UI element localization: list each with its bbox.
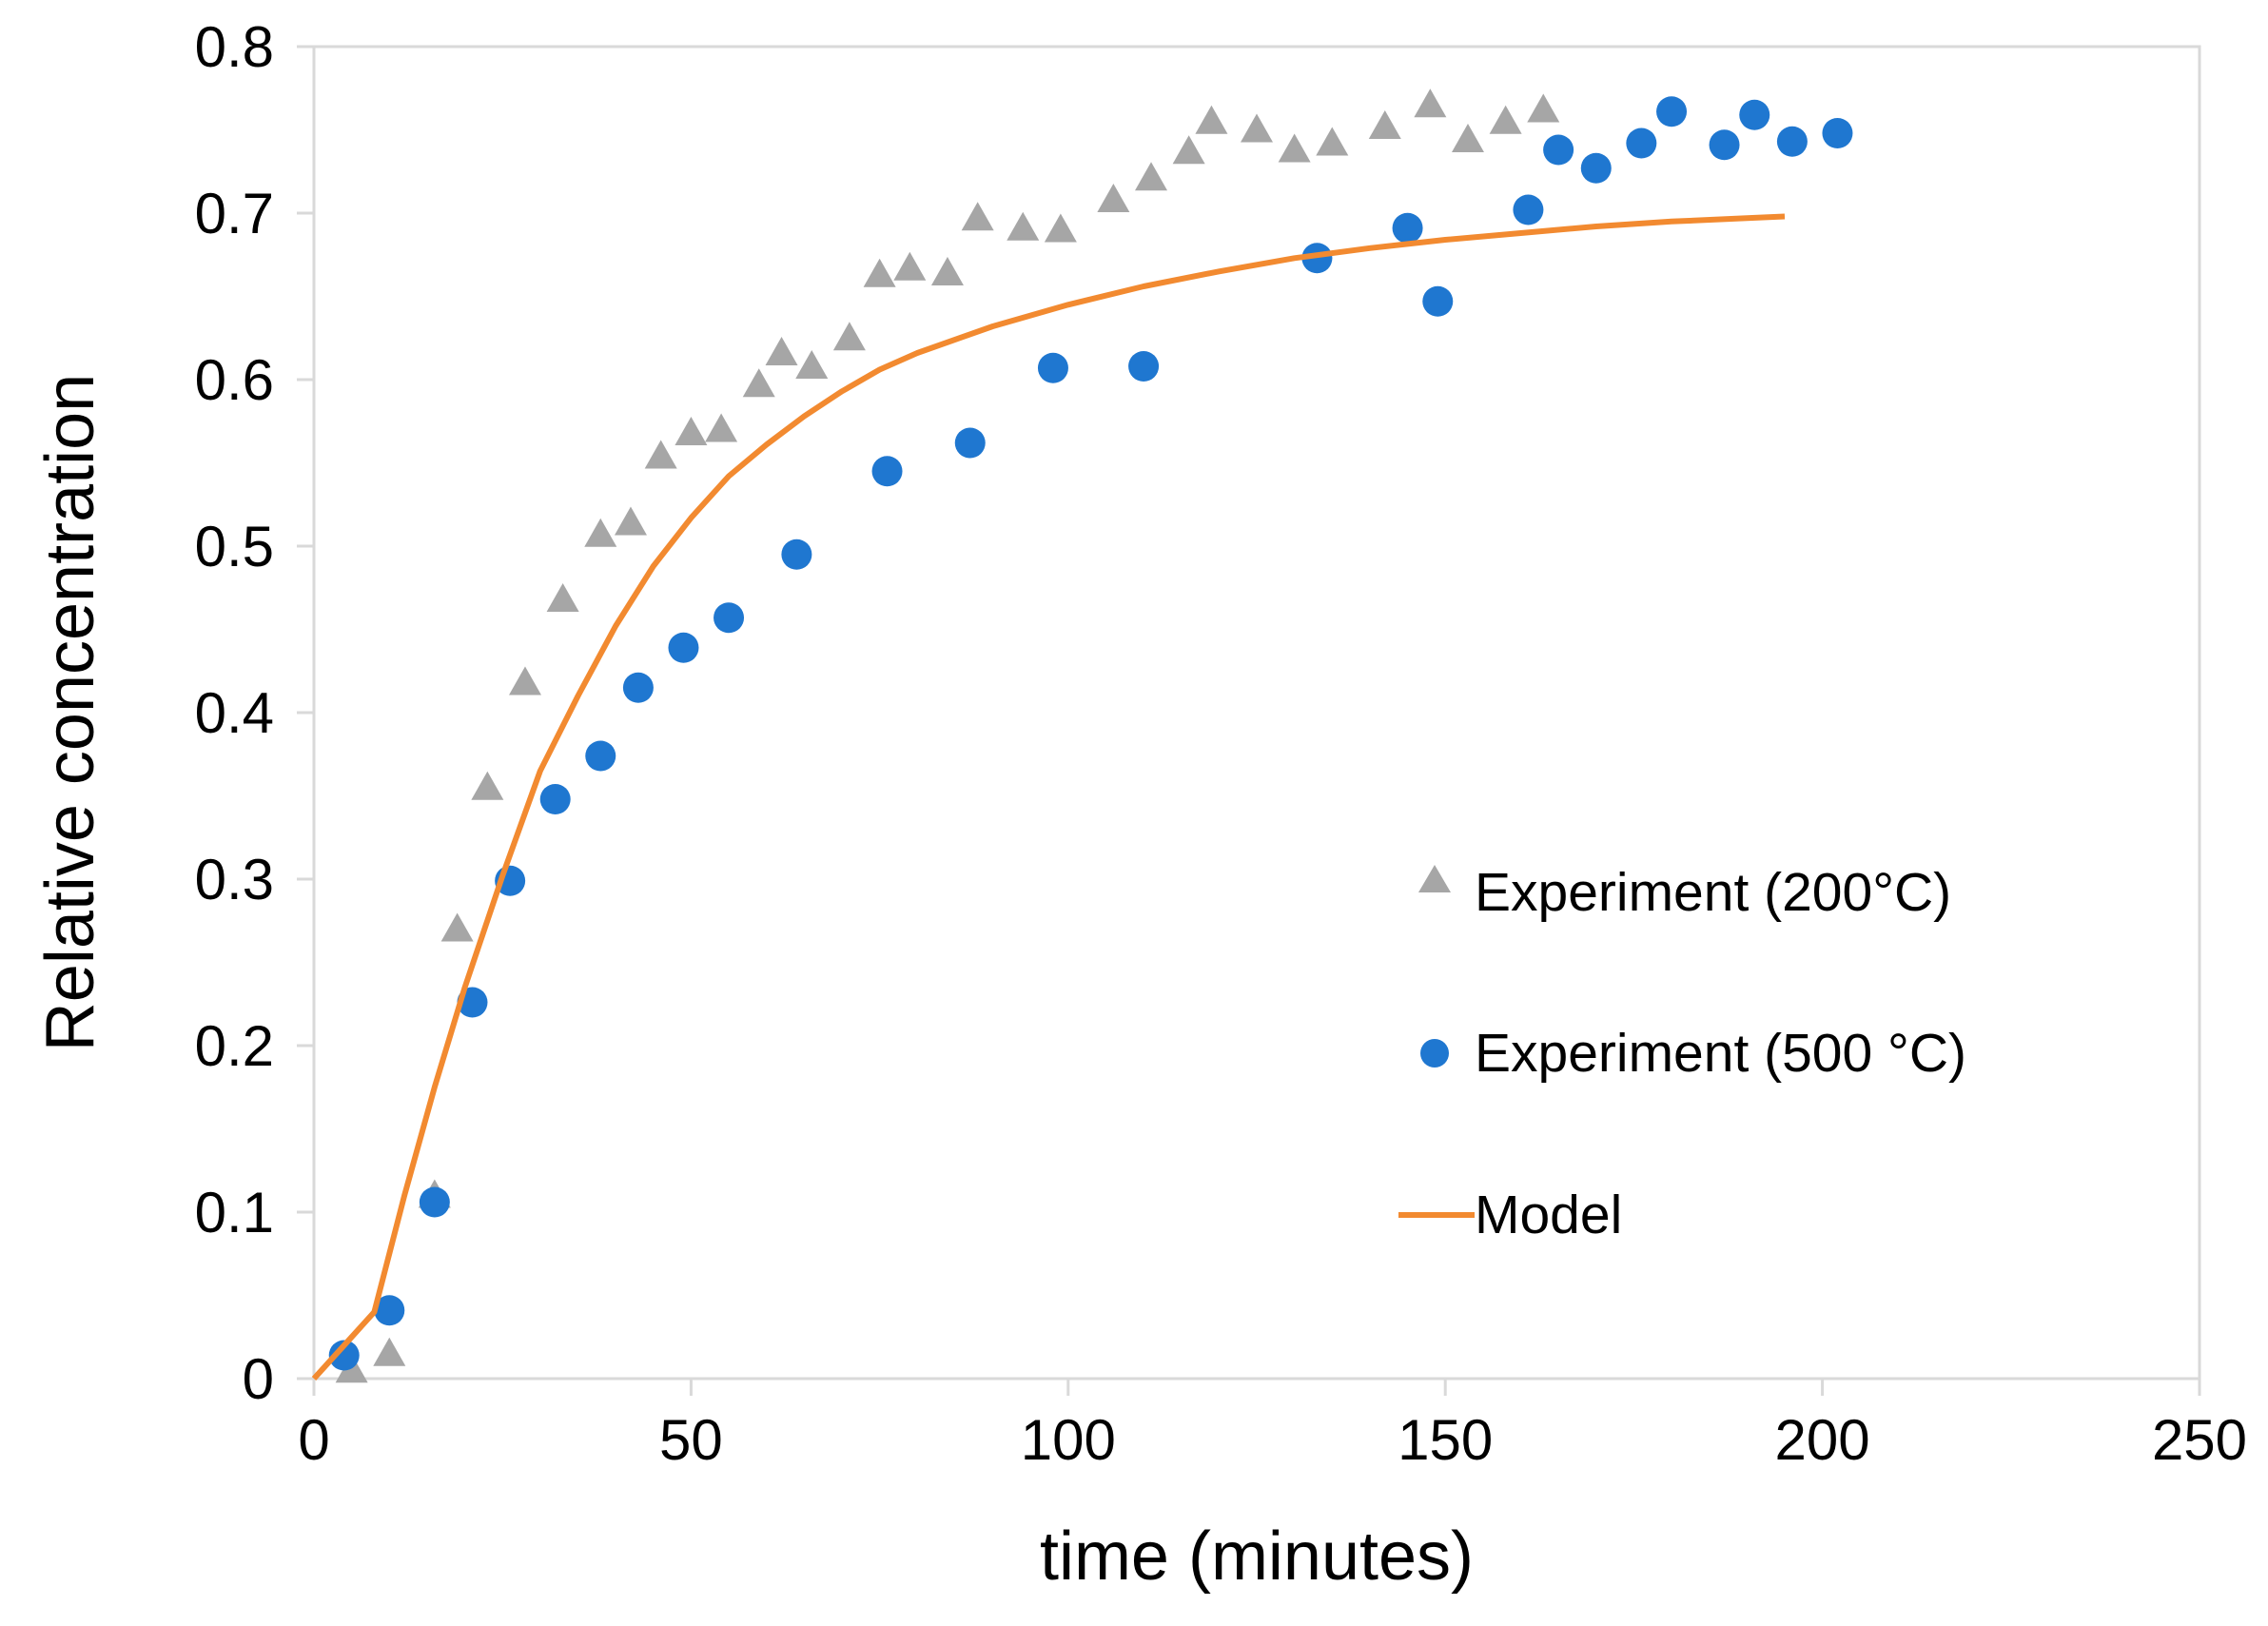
- data-point-circle: [714, 602, 745, 634]
- data-point-triangle: [1451, 124, 1484, 152]
- legend-item-experiment-500: Experiment (500 °C): [1420, 1023, 1966, 1084]
- data-point-circle: [1543, 134, 1574, 166]
- data-point-circle: [1709, 129, 1740, 161]
- y-axis-title: Relative concentration: [32, 374, 108, 1051]
- data-point-circle: [328, 1340, 360, 1371]
- data-point-circle: [668, 632, 699, 663]
- x-axis-title: time (minutes): [1040, 1518, 1474, 1595]
- legend-label-experiment-200: Experiment (200°C): [1475, 862, 1951, 923]
- legend-marker-circle: [1420, 1039, 1449, 1068]
- data-point-circle: [1422, 285, 1454, 317]
- data-point-triangle: [961, 202, 994, 231]
- y-tick-label: 0.8: [195, 15, 274, 79]
- data-point-circle: [1301, 243, 1333, 274]
- data-point-circle: [781, 539, 812, 570]
- data-point-circle: [1128, 351, 1160, 382]
- y-tick-label: 0: [243, 1347, 274, 1411]
- data-point-circle: [1822, 118, 1853, 148]
- data-point-triangle: [614, 506, 647, 536]
- legend-marker-triangle: [1418, 865, 1451, 892]
- data-point-circle: [419, 1186, 450, 1218]
- x-tick-label: 0: [298, 1408, 329, 1472]
- x-tick-label: 150: [1398, 1408, 1493, 1472]
- data-point-circle: [1656, 96, 1688, 127]
- x-tick-label: 50: [659, 1408, 723, 1472]
- data-point-triangle: [893, 251, 927, 281]
- data-point-circle: [1776, 126, 1808, 157]
- data-point-triangle: [795, 350, 829, 379]
- series-line-model: [311, 213, 1786, 1381]
- y-tick-label: 0.2: [195, 1014, 274, 1078]
- legend: Experiment (200°C) Experiment (500 °C) M…: [1398, 862, 1966, 1245]
- y-tick-label: 0.1: [195, 1181, 274, 1244]
- x-tick-label: 100: [1021, 1408, 1116, 1472]
- x-tick-label: 250: [2152, 1408, 2247, 1472]
- y-tick-label: 0.5: [195, 515, 274, 578]
- data-point-circle: [1739, 99, 1770, 130]
- data-point-triangle: [1527, 93, 1560, 123]
- plot-area: [312, 45, 2201, 1381]
- data-point-circle: [1580, 152, 1612, 184]
- data-point-triangle: [765, 337, 798, 365]
- y-tick-label: 0.7: [195, 182, 274, 245]
- series-layer: [311, 88, 1853, 1383]
- data-point-circle: [954, 427, 986, 459]
- data-point-triangle: [373, 1337, 406, 1366]
- data-point-triangle: [508, 666, 541, 695]
- y-axis: 0 0.1 0.2 0.3 0.4 0.5 0.6 0.7 0.8: [195, 15, 314, 1411]
- data-point-triangle: [440, 912, 474, 942]
- data-point-triangle: [584, 518, 617, 547]
- legend-label-model: Model: [1475, 1185, 1622, 1245]
- data-point-triangle: [1172, 135, 1205, 165]
- data-point-triangle: [705, 413, 738, 442]
- legend-label-experiment-500: Experiment (500 °C): [1475, 1023, 1966, 1084]
- data-point-triangle: [1489, 105, 1522, 134]
- legend-item-model: Model: [1398, 1185, 1622, 1245]
- data-point-circle: [585, 740, 616, 772]
- data-point-triangle: [742, 368, 775, 398]
- data-point-triangle: [1135, 162, 1168, 191]
- x-tick-label: 200: [1775, 1408, 1870, 1472]
- data-point-circle: [1513, 194, 1544, 225]
- data-point-circle: [1392, 212, 1423, 244]
- data-point-circle: [871, 456, 903, 487]
- data-point-triangle: [1195, 105, 1228, 134]
- data-point-triangle: [1241, 113, 1273, 143]
- data-point-triangle: [1414, 88, 1447, 118]
- data-point-triangle: [1316, 127, 1349, 156]
- legend-item-experiment-200: Experiment (200°C): [1418, 862, 1951, 923]
- data-point-circle: [374, 1295, 405, 1326]
- data-point-triangle: [930, 257, 964, 285]
- x-axis: 0 50 100 150 200 250: [298, 1379, 2247, 1472]
- data-point-triangle: [1007, 211, 1040, 241]
- y-tick-label: 0.3: [195, 848, 274, 911]
- data-point-triangle: [1368, 110, 1401, 139]
- data-point-triangle: [546, 583, 579, 612]
- data-point-triangle: [1044, 213, 1077, 243]
- data-point-triangle: [832, 322, 866, 351]
- y-tick-label: 0.6: [195, 348, 274, 412]
- data-point-circle: [539, 784, 571, 814]
- data-point-triangle: [1097, 184, 1130, 212]
- data-point-triangle: [1278, 133, 1311, 163]
- data-point-circle: [622, 672, 654, 703]
- data-point-triangle: [644, 440, 677, 469]
- data-point-circle: [1626, 127, 1657, 159]
- data-point-circle: [1037, 352, 1068, 383]
- data-point-triangle: [675, 417, 708, 445]
- data-point-triangle: [471, 771, 504, 800]
- y-tick-label: 0.4: [195, 681, 274, 745]
- data-point-triangle: [863, 258, 896, 287]
